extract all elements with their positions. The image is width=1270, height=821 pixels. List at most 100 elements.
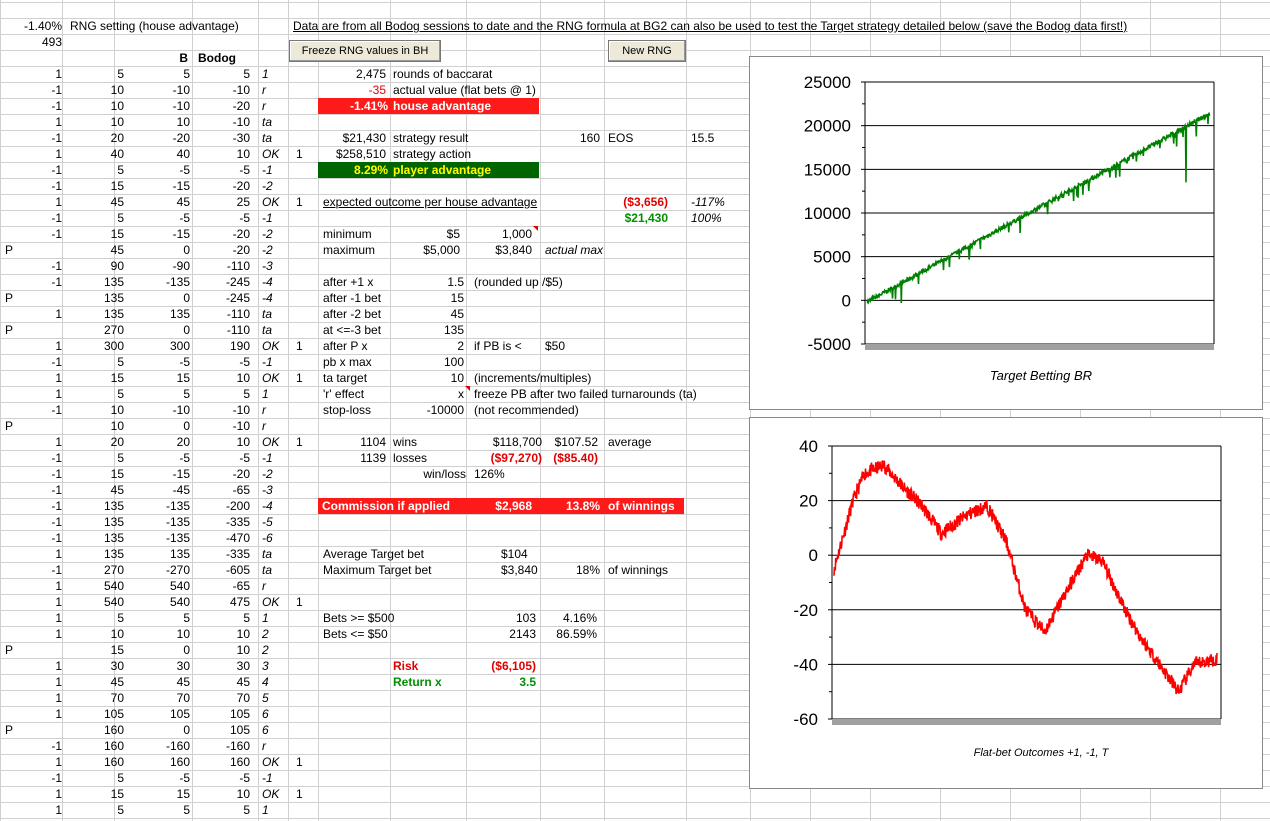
expected-outcome-value-2[interactable]: $21,430 xyxy=(624,211,668,225)
row-cell[interactable]: -270 xyxy=(165,563,190,577)
row-cell[interactable]: -10 xyxy=(232,83,250,97)
row-cell[interactable]: -1 xyxy=(51,99,62,113)
row-cell[interactable]: 475 xyxy=(229,595,250,609)
row-cell[interactable]: -10 xyxy=(172,403,190,417)
row-cell[interactable]: 10 xyxy=(110,419,124,433)
row-cell[interactable]: OK xyxy=(262,435,280,449)
row-cell[interactable]: ta xyxy=(262,323,273,337)
row-cell[interactable]: 1 xyxy=(262,611,269,625)
row-cell[interactable]: -110 xyxy=(226,323,250,337)
row-cell[interactable]: 0 xyxy=(183,643,190,657)
row-cell[interactable]: -5 xyxy=(179,355,190,369)
eos-number[interactable]: 160 xyxy=(579,131,600,145)
r-effect-value[interactable]: x xyxy=(458,387,464,401)
row-cell[interactable]: -5 xyxy=(179,451,190,465)
row-cell[interactable]: 30 xyxy=(236,659,250,673)
row-cell[interactable]: -10 xyxy=(172,83,190,97)
after-p-threshold[interactable]: $50 xyxy=(545,339,566,353)
row-cell[interactable]: -15 xyxy=(172,179,190,193)
row-cell[interactable]: 5 xyxy=(117,451,124,465)
row-cell[interactable]: -20 xyxy=(232,243,250,257)
row-cell[interactable]: 5 xyxy=(243,803,250,817)
row-cell[interactable]: P xyxy=(5,643,14,657)
row-cell[interactable]: -135 xyxy=(165,499,190,513)
row-cell[interactable]: 45 xyxy=(110,195,124,209)
row-cell[interactable]: -6 xyxy=(262,531,273,545)
row-cell[interactable]: -1 xyxy=(51,403,62,417)
row-cell[interactable]: 1 xyxy=(296,787,303,801)
row-cell[interactable]: -1 xyxy=(262,163,273,177)
row-cell[interactable] xyxy=(296,498,316,514)
row-cell[interactable]: 3 xyxy=(262,659,269,673)
row-cell[interactable]: 1 xyxy=(296,147,303,161)
row-cell[interactable]: -20 xyxy=(232,467,250,481)
row-cell[interactable]: 5 xyxy=(117,387,124,401)
row-cell[interactable]: ta xyxy=(262,547,273,561)
row-cell[interactable]: -5 xyxy=(239,451,250,465)
row-cell[interactable] xyxy=(296,626,316,642)
row-cell[interactable]: 1 xyxy=(55,787,62,801)
losses-total[interactable]: ($97,270) xyxy=(490,451,542,465)
expected-outcome-value[interactable]: ($3,656) xyxy=(623,195,668,209)
row-cell[interactable]: -1 xyxy=(51,259,62,273)
bets-over-500-pct[interactable]: 4.16% xyxy=(562,611,597,625)
strategy-action-value[interactable]: $258,510 xyxy=(335,147,386,161)
row-cell[interactable]: P xyxy=(5,419,14,433)
row-cell[interactable] xyxy=(296,98,316,114)
after-plus1-value[interactable]: 1.5 xyxy=(447,275,464,289)
player-advantage-value[interactable]: 8.29% xyxy=(318,162,390,178)
row-cell[interactable]: OK xyxy=(262,147,280,161)
row-cell[interactable]: 0 xyxy=(183,723,190,737)
row-cell[interactable]: 160 xyxy=(103,723,124,737)
row-cell[interactable]: -20 xyxy=(172,131,190,145)
row-cell[interactable]: 5 xyxy=(243,387,250,401)
row-cell[interactable]: 5 xyxy=(117,611,124,625)
row-cell[interactable] xyxy=(296,658,316,674)
maximum-bet-pct[interactable]: 18% xyxy=(575,563,600,577)
row-cell[interactable]: OK xyxy=(262,371,280,385)
row-cell[interactable]: 5 xyxy=(183,611,190,625)
losses-average[interactable]: ($85.40) xyxy=(553,451,598,465)
row-cell[interactable] xyxy=(296,706,316,722)
row-cell[interactable]: 15 xyxy=(110,643,124,657)
row-cell[interactable]: 10 xyxy=(236,627,250,641)
row-cell[interactable]: -2 xyxy=(262,467,273,481)
row-cell[interactable] xyxy=(296,82,316,98)
row-cell[interactable]: 1 xyxy=(55,659,62,673)
row-cell[interactable]: P xyxy=(5,291,14,305)
row-cell[interactable] xyxy=(296,450,316,466)
row-cell[interactable]: -2 xyxy=(262,227,273,241)
after-minus1-value[interactable]: 15 xyxy=(450,291,464,305)
maximum-bet-value[interactable]: $3,840 xyxy=(501,563,538,577)
row-cell[interactable]: P xyxy=(5,723,14,737)
commission-value[interactable]: $2,968 xyxy=(468,498,540,514)
row-cell[interactable]: -1 xyxy=(51,771,62,785)
row-cell[interactable] xyxy=(296,690,316,706)
row-cell[interactable]: 1 xyxy=(55,803,62,817)
row-cell[interactable]: ta xyxy=(262,115,273,129)
row-cell[interactable]: 190 xyxy=(229,339,250,353)
row-cell[interactable]: 1 xyxy=(262,67,269,81)
row-cell[interactable]: 1 xyxy=(55,371,62,385)
row-cell[interactable]: -30 xyxy=(232,131,250,145)
maximum-value[interactable]: $5,000 xyxy=(423,243,460,257)
row-cell[interactable]: 1 xyxy=(55,307,62,321)
commission-pct[interactable]: 13.8% xyxy=(540,498,604,514)
row-cell[interactable]: 5 xyxy=(183,387,190,401)
row-cell[interactable]: 270 xyxy=(103,563,124,577)
row-cell[interactable]: 10 xyxy=(236,643,250,657)
row-cell[interactable] xyxy=(296,258,316,274)
at-minus3-value[interactable]: 135 xyxy=(443,323,464,337)
row-cell[interactable] xyxy=(296,482,316,498)
row-cell[interactable]: -1 xyxy=(51,739,62,753)
row-cell[interactable]: -3 xyxy=(262,483,273,497)
row-cell[interactable]: 1 xyxy=(262,387,269,401)
row-cell[interactable]: 90 xyxy=(110,259,124,273)
row-cell[interactable]: 45 xyxy=(110,675,124,689)
row-cell[interactable]: -90 xyxy=(172,259,190,273)
row-cell[interactable]: OK xyxy=(262,595,280,609)
row-cell[interactable] xyxy=(296,546,316,562)
row-cell[interactable]: 0 xyxy=(183,323,190,337)
row-cell[interactable]: 1 xyxy=(55,435,62,449)
row-cell[interactable]: -110 xyxy=(226,307,250,321)
